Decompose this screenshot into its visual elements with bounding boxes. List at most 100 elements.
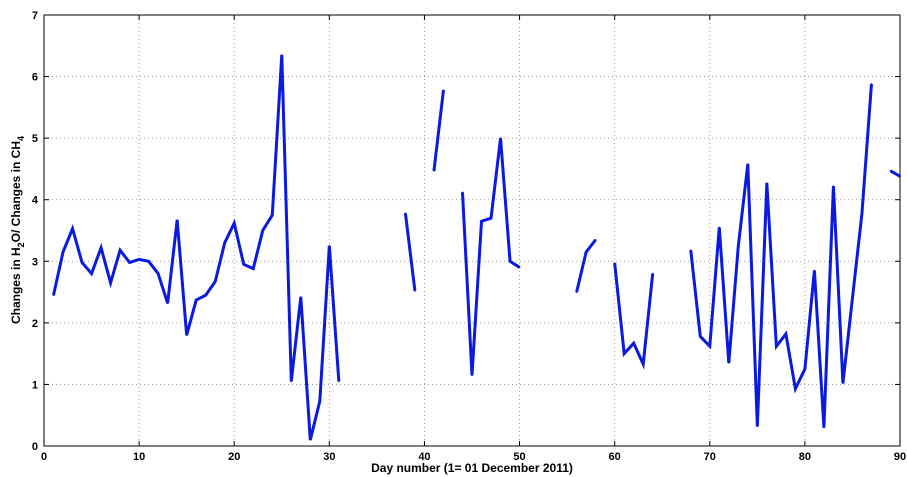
- y-tick-label: 4: [32, 195, 39, 207]
- x-tick-label: 90: [894, 451, 906, 463]
- data-point: [290, 380, 293, 383]
- x-tick-label: 0: [41, 451, 47, 463]
- data-point: [832, 185, 835, 187]
- data-point: [518, 266, 521, 269]
- x-tick-label: 10: [133, 451, 145, 463]
- data-point: [300, 296, 302, 298]
- y-tick-label: 0: [32, 441, 38, 453]
- y-axis-label-subscript-2: 4: [16, 136, 26, 141]
- data-point: [509, 260, 511, 263]
- data-point: [109, 282, 112, 284]
- x-tick-label: 50: [513, 451, 525, 463]
- y-axis-label-subscript-1: 2: [16, 242, 26, 247]
- x-tick-label: 60: [609, 451, 621, 463]
- y-axis-label-part-1: Changes in H: [9, 247, 23, 324]
- data-point: [708, 345, 711, 348]
- data-point: [195, 299, 197, 301]
- data-point: [718, 226, 721, 229]
- data-point: [100, 246, 102, 249]
- data-point: [490, 217, 492, 219]
- data-point: [166, 302, 169, 304]
- data-point: [575, 291, 578, 293]
- data-point: [176, 219, 178, 221]
- data-point: [594, 238, 597, 241]
- data-point: [689, 249, 692, 251]
- data-point: [404, 212, 407, 215]
- data-point: [728, 362, 730, 364]
- data-point: [632, 342, 635, 344]
- y-tick-label: 7: [32, 10, 38, 22]
- data-point: [214, 280, 216, 283]
- x-tick-label: 70: [704, 451, 716, 463]
- data-point: [414, 290, 416, 292]
- data-point: [71, 227, 74, 230]
- data-point: [252, 267, 255, 270]
- y-tick-label: 5: [32, 133, 38, 145]
- data-point: [119, 249, 121, 251]
- data-point: [309, 439, 312, 441]
- data-point: [785, 333, 787, 335]
- data-point: [585, 251, 587, 253]
- data-point: [157, 272, 159, 275]
- data-point: [242, 263, 245, 266]
- data-point: [861, 212, 863, 215]
- x-tick-label: 40: [418, 451, 430, 463]
- series-line-segment-2: [403, 213, 417, 292]
- data-point: [261, 229, 264, 232]
- data-point: [338, 380, 340, 383]
- data-point: [433, 169, 435, 172]
- data-series: [52, 54, 901, 441]
- data-point: [804, 368, 806, 370]
- data-point: [471, 374, 473, 376]
- y-axis-label-part-2: O/ Changes in CH: [9, 141, 23, 242]
- data-point: [775, 345, 778, 348]
- y-tick-label: 1: [32, 379, 38, 391]
- data-point: [62, 251, 64, 253]
- y-tick-label: 3: [32, 256, 38, 268]
- data-point: [756, 425, 759, 428]
- data-point: [794, 387, 797, 390]
- x-tick-label: 80: [799, 451, 811, 463]
- data-point: [280, 54, 283, 56]
- y-tick-label: 2: [32, 318, 38, 330]
- series-line-segment-8: [889, 169, 901, 178]
- data-point: [480, 220, 483, 223]
- data-point: [442, 89, 445, 91]
- data-point: [223, 242, 226, 244]
- data-point: [147, 260, 150, 263]
- data-point: [90, 272, 93, 275]
- data-point: [651, 272, 654, 275]
- data-point: [185, 334, 188, 336]
- x-axis-label: Day number (1= 01 December 2011): [371, 461, 573, 475]
- data-point: [81, 261, 83, 264]
- series-line-segment-7: [689, 83, 873, 428]
- y-tick-labels: 0 1 2 3 4 5 6 7: [32, 10, 39, 453]
- data-point: [52, 294, 55, 296]
- axis-ticks: [43, 14, 901, 447]
- data-point: [813, 269, 816, 272]
- grid-lines: [44, 15, 900, 446]
- data-point: [642, 363, 644, 365]
- data-point: [842, 382, 844, 385]
- y-tick-label: 6: [32, 72, 38, 84]
- data-point: [889, 169, 892, 172]
- data-point: [851, 297, 854, 300]
- x-tick-label: 20: [228, 451, 240, 463]
- data-point: [737, 245, 740, 247]
- data-point: [319, 400, 321, 402]
- data-point: [747, 163, 749, 165]
- data-point: [823, 426, 825, 429]
- data-point: [233, 222, 236, 224]
- data-point: [271, 214, 274, 216]
- x-tick-label: 30: [323, 451, 335, 463]
- y-axis-label: Changes in H2O/ Changes in CH4: [9, 136, 26, 324]
- data-point: [461, 191, 464, 194]
- plot-background: [44, 15, 900, 446]
- data-point: [204, 294, 207, 296]
- data-point: [699, 335, 702, 338]
- data-point: [328, 245, 331, 247]
- data-point: [613, 262, 616, 264]
- data-point: [128, 261, 131, 264]
- series-line-segment-3: [432, 89, 445, 171]
